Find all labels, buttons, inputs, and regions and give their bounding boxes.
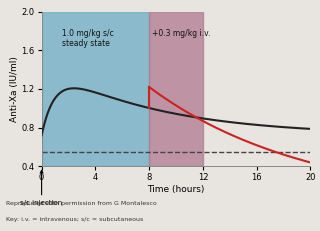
Text: s/c injection: s/c injection bbox=[20, 170, 63, 206]
Y-axis label: Anti-Xa (IU/ml): Anti-Xa (IU/ml) bbox=[10, 56, 19, 122]
Bar bbox=[42, 12, 149, 166]
Text: 1.0 mg/kg s/c
steady state: 1.0 mg/kg s/c steady state bbox=[62, 29, 114, 48]
Text: Reproduced with permission from G Montalesco: Reproduced with permission from G Montal… bbox=[6, 201, 157, 206]
X-axis label: Time (hours): Time (hours) bbox=[147, 185, 205, 194]
Text: +0.3 mg/kg i.v.: +0.3 mg/kg i.v. bbox=[152, 29, 210, 38]
Text: Key: i.v. = intravenous; s/c = subcutaneous: Key: i.v. = intravenous; s/c = subcutane… bbox=[6, 217, 144, 222]
Bar bbox=[149, 12, 203, 166]
